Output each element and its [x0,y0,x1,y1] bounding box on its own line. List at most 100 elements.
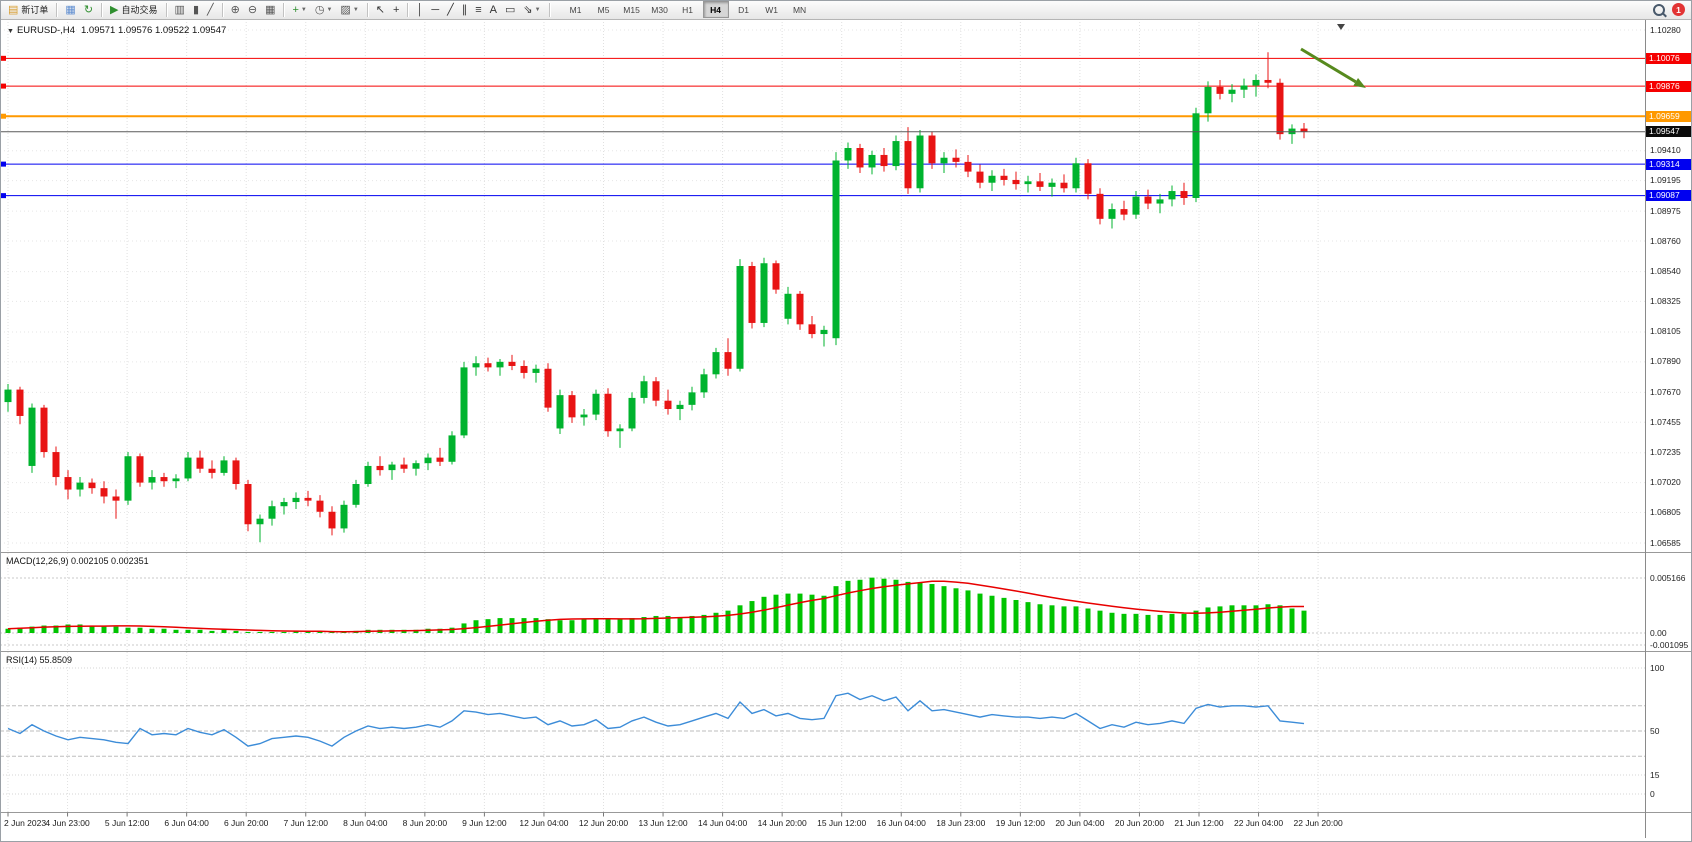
tile-windows-icon[interactable]: ▦ [262,2,278,18]
candle-body [1180,191,1188,198]
candle-body [148,477,156,483]
candle-body [424,457,432,464]
candle-body [1120,209,1128,215]
candles-layer[interactable] [4,52,1308,543]
level-line-handle[interactable] [1,113,6,119]
level-line-handle[interactable] [1,55,6,61]
macd-panel-plot[interactable] [5,577,1307,633]
candle-body [952,157,960,162]
trendline-icon[interactable]: ╱ [444,2,457,18]
vertical-line-icon[interactable]: │ [413,2,426,18]
price-tick-label: 1.08975 [1650,205,1681,216]
candle-body [412,463,420,469]
refresh-icon[interactable]: ↻ [81,2,96,18]
charts-window-icon: ▦ [65,3,76,16]
candle-body [1156,199,1164,204]
notification-badge[interactable]: 1 [1672,3,1685,16]
date-axis[interactable]: 2 Jun 2023 4 Jun 23:00 5 Jun 12:00 6 Jun 04… [0,813,1645,840]
macd-histogram-bar [269,631,275,633]
level-line-handle[interactable] [1,83,6,89]
date-label: 9 Jun 12:00 [462,818,507,828]
zoom-in-icon[interactable]: ⊕ [228,2,243,18]
macd-histogram-bar [689,615,695,633]
macd-histogram-bar [53,625,59,633]
level-line-handle[interactable] [1,193,6,199]
macd-histogram-bar [941,586,947,633]
timeframe-h1[interactable]: H1 [682,4,694,15]
fibonacci-icon: ≡ [475,3,482,16]
symbol-label: EURUSD-,H4 [16,25,75,36]
macd-histogram-bar [785,593,791,633]
candle-body [1132,196,1140,215]
new-order-icon-label: 新订单 [21,5,49,15]
macd-histogram-bar [1205,607,1211,633]
macd-histogram-bar [317,631,323,633]
chart-shift-marker[interactable] [1337,24,1345,30]
bar-chart-icon[interactable]: ▥ [172,2,188,18]
price-axis[interactable]: 1.10280 1.09410 1.09195 1.08975 1.08760 1.085… [1646,20,1692,842]
collapse-triangle-icon[interactable]: ▼ [7,28,14,35]
trend-arrow-annotation[interactable] [1300,47,1357,84]
macd-histogram-bar [149,628,155,633]
timeframe-w1[interactable]: W1 [765,4,778,15]
timeframe-m1[interactable]: M1 [569,4,582,15]
rsi-panel-plot[interactable] [7,692,1305,747]
macd-histogram-bar [293,630,299,633]
candle-body [712,352,720,375]
fibonacci-icon[interactable]: ≡ [472,2,484,18]
cursor-icon[interactable]: ↖ [373,2,388,18]
timeframe-m5[interactable]: M5 [597,4,610,15]
macd-histogram-bar [821,595,827,633]
timeframe-m30[interactable]: M30 [651,4,668,15]
macd-scale-label: -0.001095 [1650,639,1689,650]
date-label: 6 Jun 20:00 [223,818,269,828]
macd-histogram-bar [533,618,539,633]
level-line-handle[interactable] [1,161,6,167]
charts-window-icon[interactable]: ▦ [62,2,78,18]
auto-trading-icon[interactable]: ▶ 自动交易 [107,2,160,18]
horizontal-line-icon[interactable]: ─ [428,2,442,18]
candle-body [1276,82,1284,135]
candlestick-chart-icon[interactable]: ▮ [190,2,202,18]
vertical-line-icon: │ [416,3,424,16]
zoom-out-icon[interactable]: ⊖ [245,2,260,18]
candle-body [808,324,816,335]
macd-histogram-bar [1121,613,1127,633]
candle-body [448,435,456,462]
timeframe-h4[interactable]: H4 [702,1,729,18]
new-order-icon[interactable]: ▤ 新订单 [5,2,51,18]
templates-icon[interactable]: ▨ ▼ [337,2,361,18]
candle-body [1108,209,1116,219]
timeframe-mn[interactable]: MN [792,4,807,15]
text-label-icon[interactable]: ▭ [502,2,518,18]
text-icon[interactable]: A [487,2,500,18]
candle-body [4,389,12,403]
macd-histogram-bar [1085,608,1091,633]
toolbar-separator [548,2,550,17]
arrows-icon[interactable]: ⇘ ▼ [520,2,543,18]
toolbar-separator [407,2,409,17]
dropdown-caret-icon: ▼ [300,6,307,13]
date-label: 22 Jun 20:00 [1293,818,1343,828]
macd-histogram-bar [185,629,191,633]
macd-histogram-bar [1217,606,1223,633]
equidistant-channel-icon[interactable]: ∥ [459,2,471,18]
macd-histogram-bar [245,631,251,633]
line-chart-icon[interactable]: ╱ [204,2,217,18]
timeframe-m15[interactable]: M15 [623,4,640,15]
date-label: 20 Jun 04:00 [1055,818,1105,828]
macd-histogram-bar [1193,610,1199,633]
crosshair-icon[interactable]: + [390,2,402,18]
indicators-icon[interactable]: + ▼ [289,2,309,18]
periods-icon[interactable]: ◷ ▼ [312,2,336,18]
macd-histogram-bar [437,628,443,633]
search-icon[interactable] [1653,3,1665,16]
zoom-in-icon: ⊕ [230,3,240,16]
timeframe-d1[interactable]: D1 [738,4,750,15]
candle-body [700,374,708,393]
macd-histogram-bar [137,627,143,633]
macd-histogram-bar [701,614,707,633]
candle-body [484,363,492,368]
chart-symbol-header[interactable]: ▼ EURUSD-,H4 1.09571 1.09576 1.09522 1.095… [7,25,226,36]
